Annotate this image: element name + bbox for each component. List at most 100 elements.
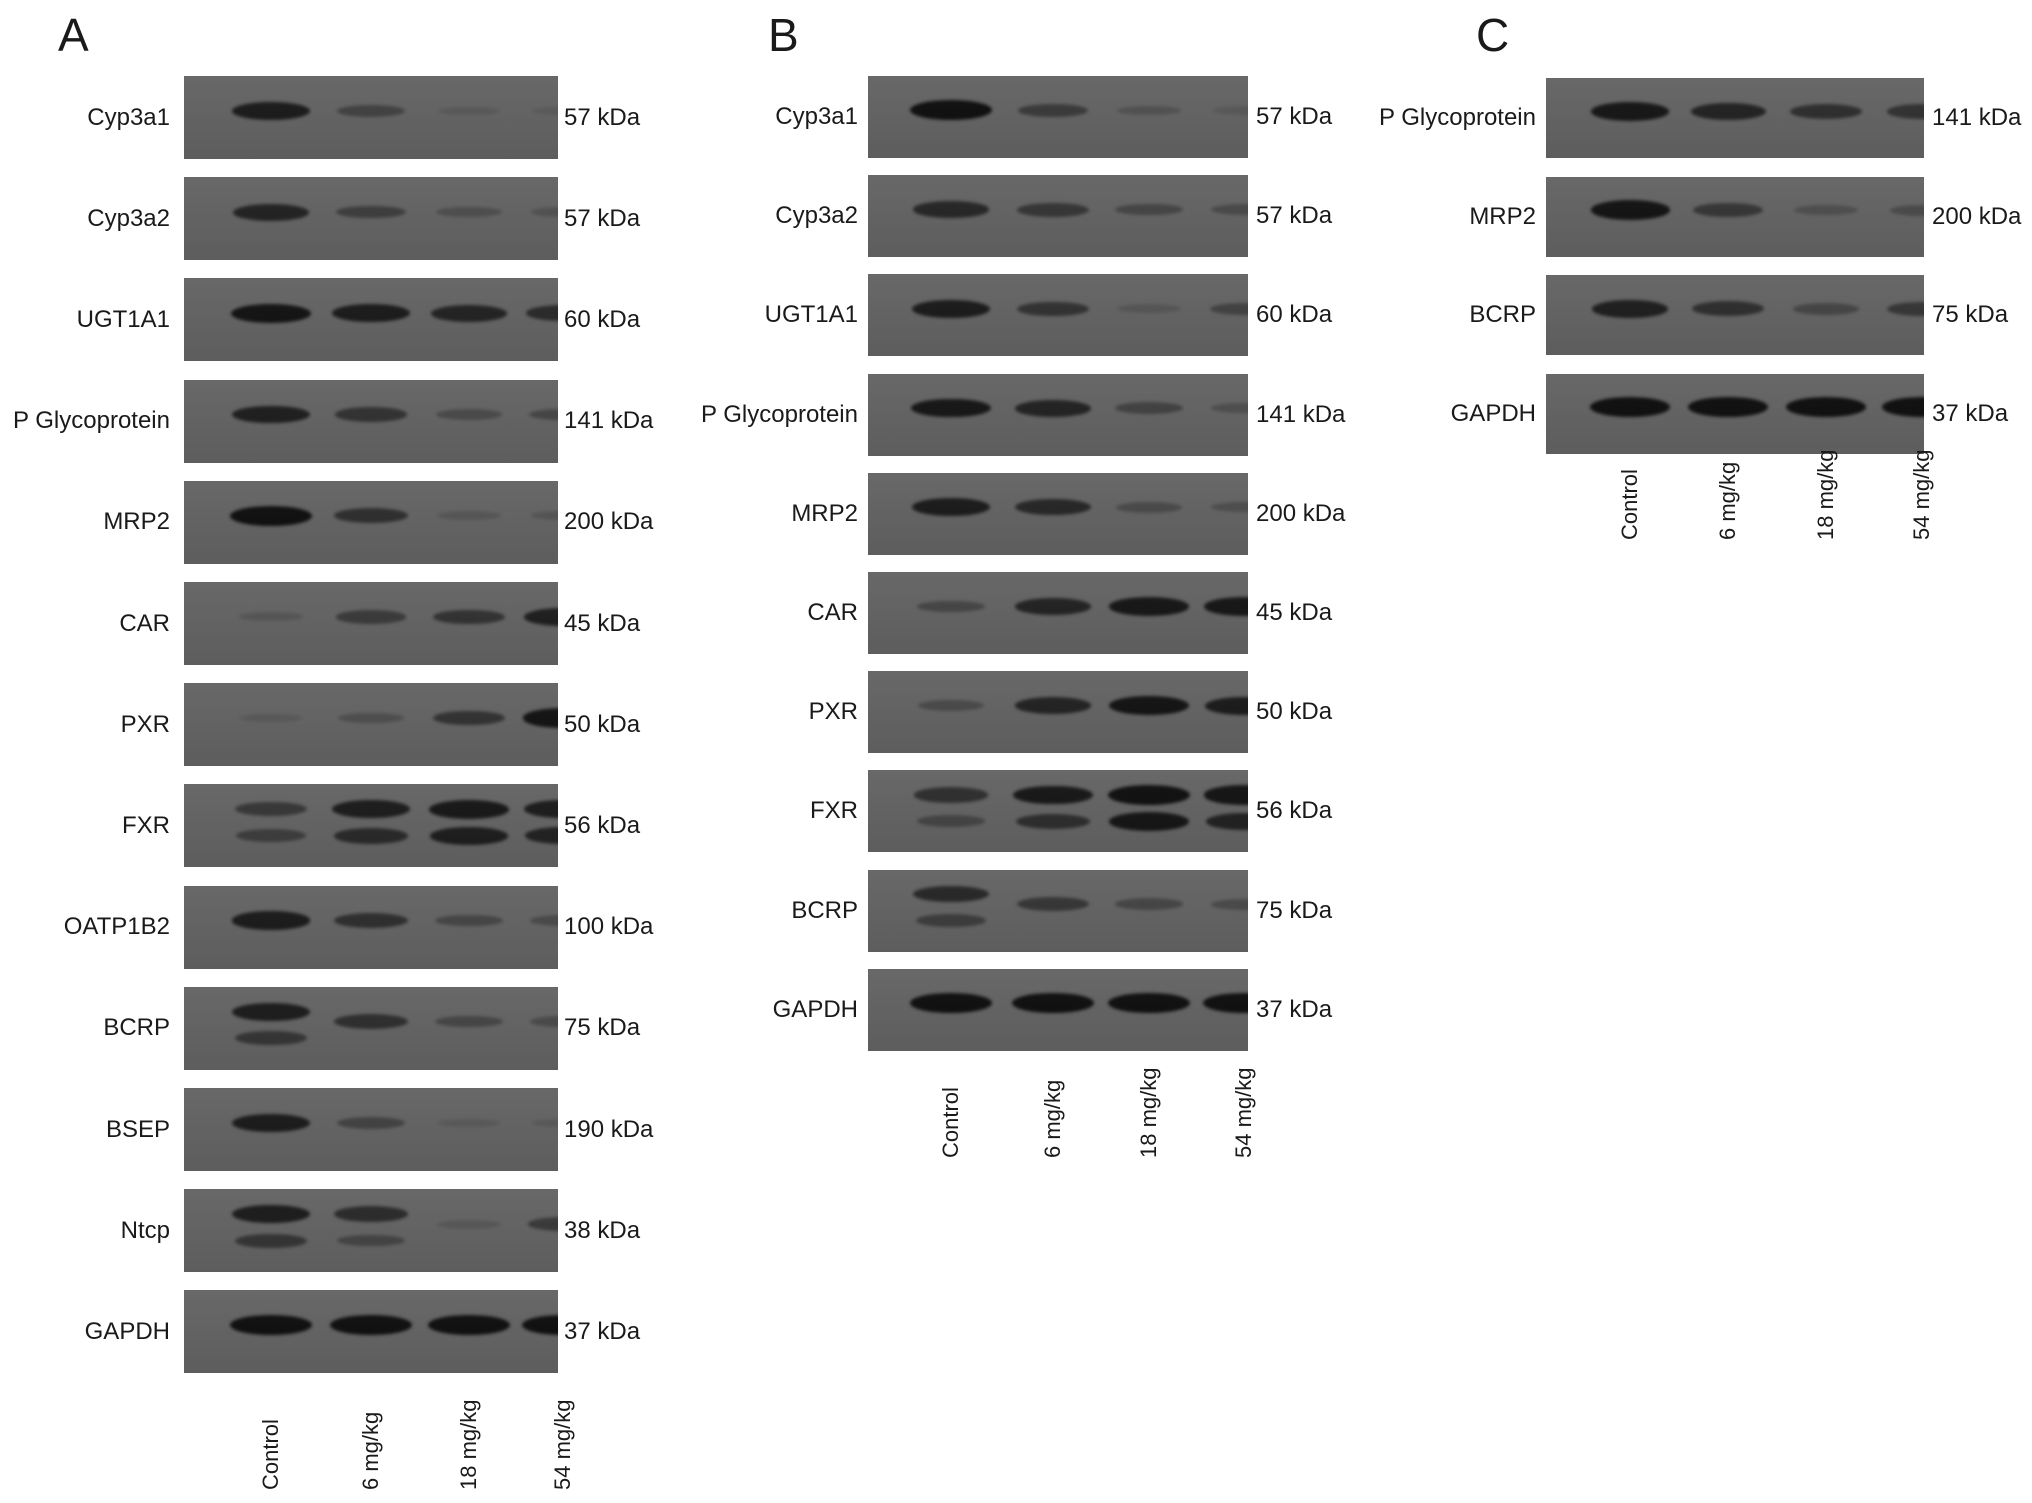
protein-band bbox=[1017, 202, 1089, 217]
protein-band bbox=[913, 885, 989, 903]
protein-band bbox=[913, 201, 989, 218]
blot-strip bbox=[184, 1290, 558, 1374]
protein-band bbox=[1014, 597, 1092, 615]
protein-band bbox=[1116, 105, 1182, 116]
molecular-weight-label: 190 kDa bbox=[564, 1115, 654, 1143]
protein-band bbox=[430, 304, 508, 322]
protein-band bbox=[1016, 813, 1090, 829]
blot-strip bbox=[184, 1088, 558, 1171]
blot-strip bbox=[184, 582, 558, 665]
protein-band bbox=[231, 911, 311, 930]
protein-band bbox=[232, 405, 310, 424]
protein-label: GAPDH bbox=[1450, 399, 1536, 427]
molecular-weight-label: 45 kDa bbox=[1256, 599, 1333, 626]
blot-strip bbox=[184, 278, 558, 362]
protein-band bbox=[232, 203, 310, 221]
blot-strip bbox=[184, 1189, 558, 1273]
protein-band bbox=[435, 914, 503, 927]
blot-strip bbox=[184, 76, 558, 159]
protein-band bbox=[917, 700, 985, 712]
lane-label: 54 mg/kg bbox=[1231, 1067, 1256, 1159]
molecular-weight-label: 75 kDa bbox=[1932, 301, 2009, 329]
lane-label: 18 mg/kg bbox=[1813, 449, 1838, 541]
molecular-weight-label: 57 kDa bbox=[564, 103, 641, 131]
protein-band bbox=[911, 498, 991, 517]
molecular-weight-label: 37 kDa bbox=[1932, 399, 2009, 427]
molecular-weight-label: 200 kDa bbox=[564, 508, 654, 536]
molecular-weight-label: 56 kDa bbox=[1256, 797, 1333, 825]
lane-label: 6 mg/kg bbox=[1715, 461, 1740, 540]
molecular-weight-label: 56 kDa bbox=[564, 811, 641, 839]
protein-label: P Glycoprotein bbox=[1379, 104, 1536, 131]
protein-band bbox=[1117, 304, 1181, 314]
protein-band bbox=[1590, 397, 1670, 418]
blot-strip bbox=[184, 177, 558, 261]
molecular-weight-label: 60 kDa bbox=[1256, 301, 1333, 329]
protein-band bbox=[527, 1217, 558, 1231]
molecular-weight-label: 37 kDa bbox=[564, 1317, 641, 1345]
protein-label: GAPDH bbox=[84, 1317, 170, 1345]
protein-band bbox=[917, 600, 985, 613]
protein-label: CAR bbox=[807, 599, 858, 626]
protein-band bbox=[333, 1206, 409, 1222]
protein-band bbox=[230, 505, 312, 526]
molecular-weight-label: 38 kDa bbox=[564, 1216, 641, 1244]
protein-band bbox=[916, 914, 986, 927]
protein-band bbox=[524, 827, 558, 845]
protein-band bbox=[1205, 812, 1248, 830]
protein-band bbox=[1109, 597, 1189, 616]
protein-band bbox=[235, 1233, 307, 1248]
protein-band bbox=[235, 802, 307, 817]
protein-band bbox=[231, 1002, 311, 1021]
protein-band bbox=[1886, 104, 1924, 119]
protein-band bbox=[239, 713, 303, 723]
protein-band bbox=[331, 304, 411, 323]
protein-band bbox=[1786, 397, 1866, 418]
blot-strip bbox=[1546, 176, 1924, 257]
blot-strip bbox=[184, 885, 558, 969]
blot-strip bbox=[868, 175, 1248, 258]
protein-band bbox=[336, 104, 406, 117]
protein-label: BCRP bbox=[103, 1014, 170, 1042]
protein-band bbox=[1108, 784, 1190, 805]
blot-strip bbox=[184, 683, 558, 767]
protein-band bbox=[1108, 993, 1190, 1014]
blot-strip bbox=[1546, 373, 1924, 454]
protein-band bbox=[1790, 104, 1862, 120]
protein-band bbox=[910, 993, 992, 1014]
protein-band bbox=[1211, 502, 1248, 513]
molecular-weight-label: 200 kDa bbox=[1256, 499, 1346, 527]
protein-band bbox=[1014, 399, 1092, 417]
protein-band bbox=[1203, 993, 1248, 1014]
blot-strip bbox=[868, 274, 1248, 357]
protein-label: Cyp3a1 bbox=[87, 103, 170, 131]
lane-label: Control bbox=[1617, 469, 1642, 540]
protein-band bbox=[338, 712, 404, 724]
protein-band bbox=[1592, 299, 1668, 318]
molecular-weight-label: 37 kDa bbox=[1256, 995, 1333, 1023]
protein-label: UGT1A1 bbox=[764, 301, 858, 329]
protein-band bbox=[236, 829, 306, 843]
protein-band bbox=[334, 1014, 408, 1030]
protein-band bbox=[1114, 401, 1184, 415]
protein-band bbox=[1017, 897, 1089, 912]
protein-label: P Glycoprotein bbox=[701, 400, 858, 428]
molecular-weight-label: 141 kDa bbox=[1932, 104, 2022, 131]
protein-band bbox=[522, 1315, 558, 1336]
protein-band bbox=[1882, 397, 1924, 418]
protein-band bbox=[1204, 696, 1248, 715]
lane-label: 54 mg/kg bbox=[1909, 449, 1934, 541]
lane-label: 6 mg/kg bbox=[358, 1411, 383, 1490]
panel-letter: C bbox=[1476, 9, 1510, 61]
protein-label: GAPDH bbox=[772, 995, 858, 1023]
lane-label: 18 mg/kg bbox=[456, 1399, 481, 1491]
protein-band bbox=[1115, 501, 1183, 513]
blot-strip bbox=[868, 869, 1248, 952]
blot-strip bbox=[868, 373, 1248, 456]
protein-band bbox=[1108, 695, 1190, 716]
protein-band bbox=[429, 799, 509, 819]
molecular-weight-label: 100 kDa bbox=[564, 913, 654, 941]
protein-band bbox=[1690, 103, 1766, 121]
protein-band bbox=[437, 1219, 501, 1229]
protein-band bbox=[1692, 301, 1764, 317]
